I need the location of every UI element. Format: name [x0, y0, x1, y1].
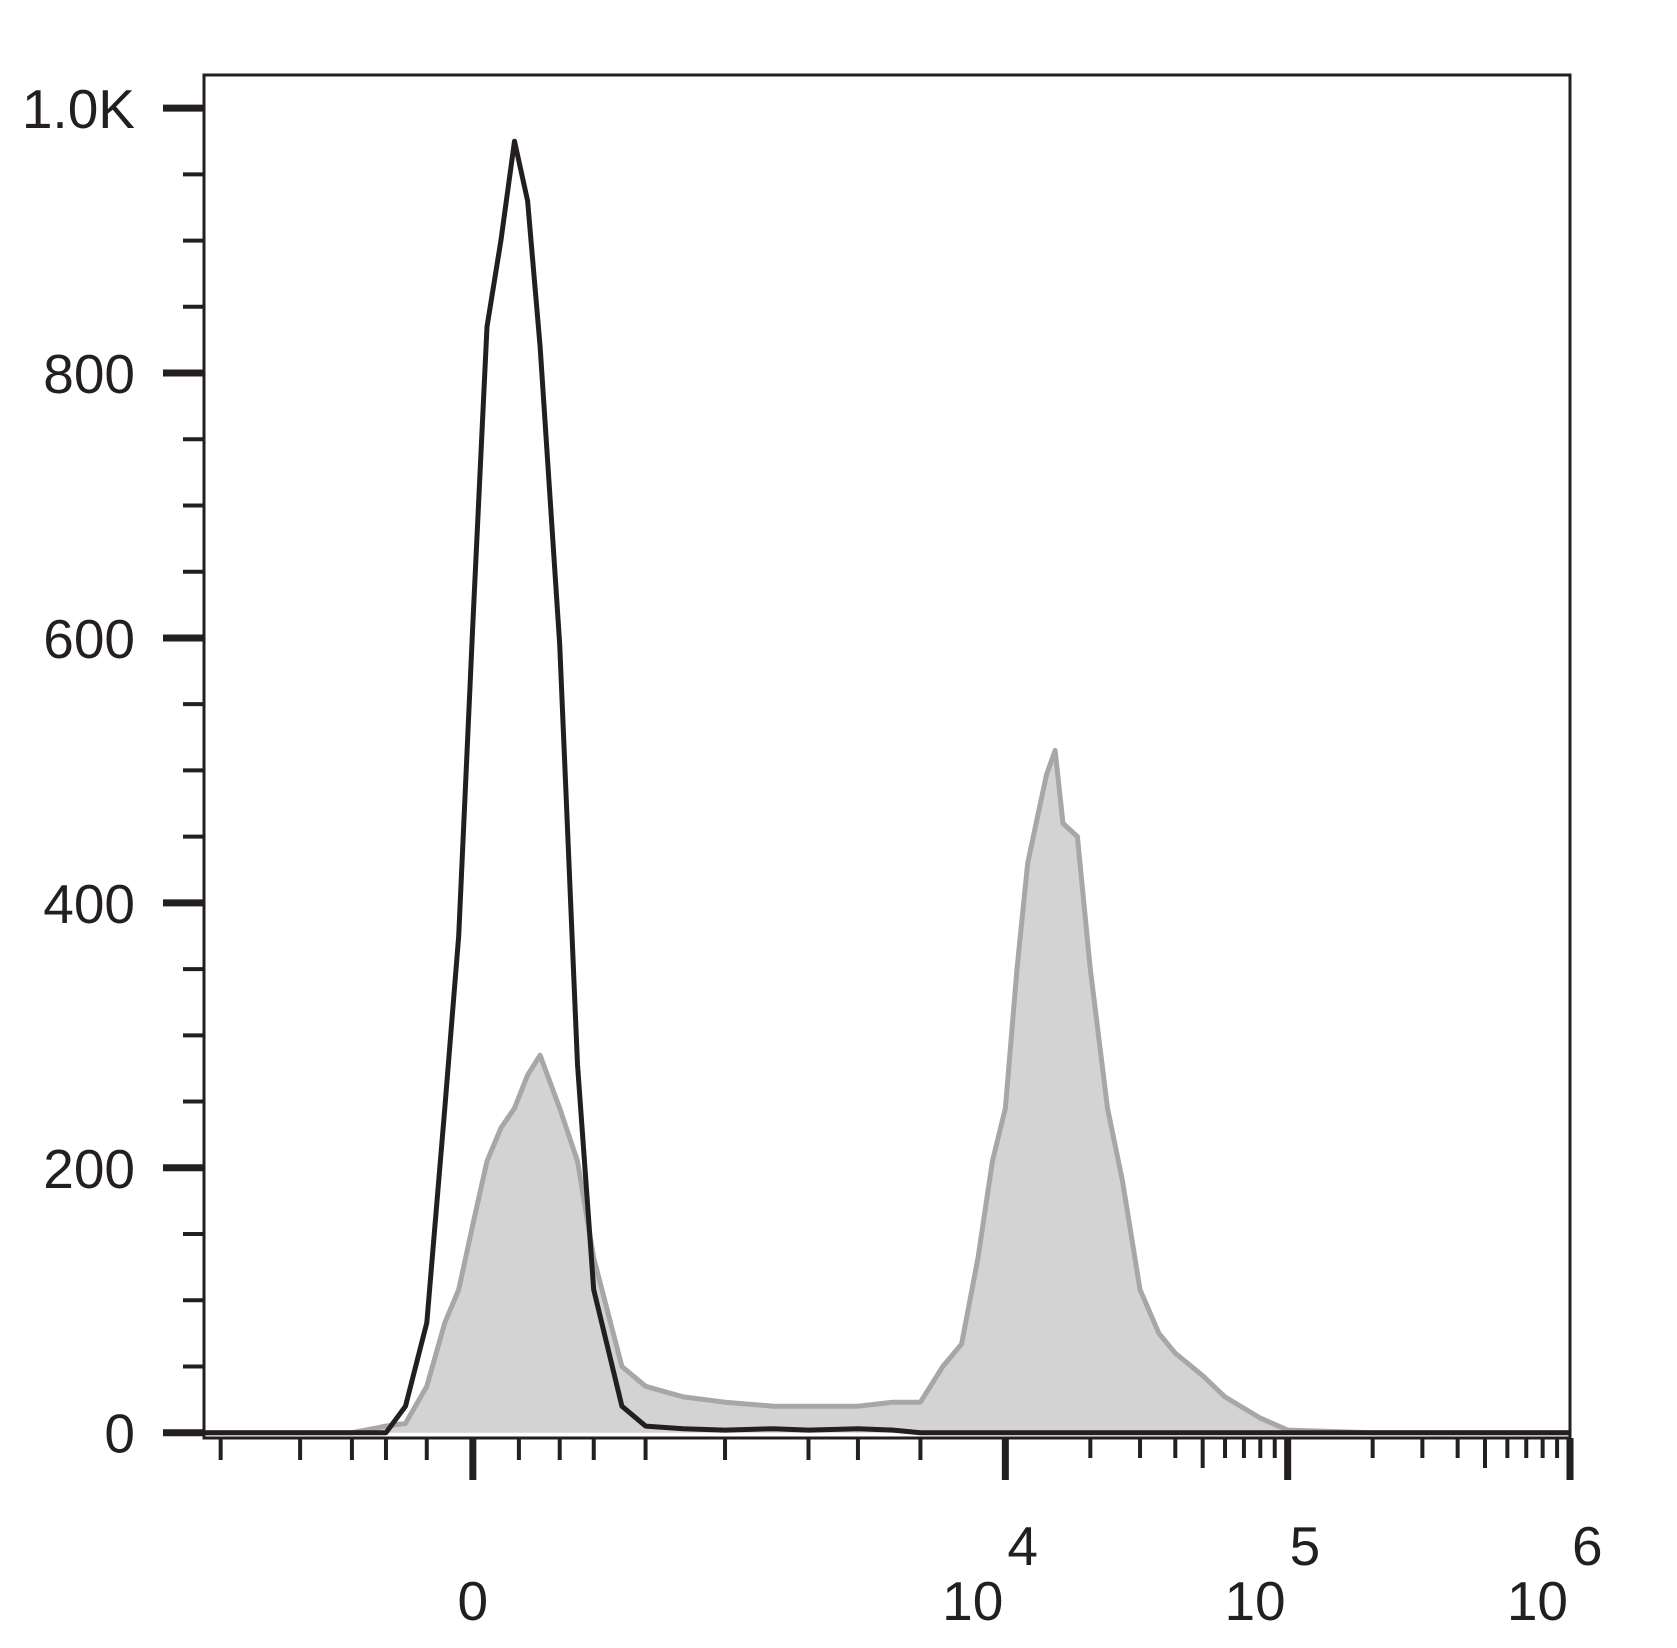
y-tick-label: 200 — [43, 1138, 135, 1200]
x-tick-label: 10 — [942, 1570, 1003, 1632]
x-tick-base: 10 — [942, 1570, 1003, 1632]
x-tick-base: 10 — [1224, 1570, 1285, 1632]
y-tick-label: 0 — [104, 1403, 135, 1465]
y-tick-label: 800 — [43, 343, 135, 405]
x-tick-exponent: 4 — [1007, 1515, 1038, 1577]
plot-frame — [202, 73, 1572, 1440]
x-tick-exponent: 5 — [1290, 1515, 1321, 1577]
histogram-line — [204, 138, 1570, 1436]
x-tick-exponent: 6 — [1572, 1515, 1603, 1577]
y-tick-label: 600 — [43, 608, 135, 670]
histogram-area — [204, 748, 1570, 1436]
y-tick-label: 1.0K — [22, 78, 135, 140]
x-tick-label: 10 — [1224, 1570, 1285, 1632]
x-tick-label: 10 — [1507, 1570, 1568, 1632]
x-tick-base: 10 — [1507, 1570, 1568, 1632]
y-tick-label: 400 — [43, 873, 135, 935]
x-tick-label: 0 — [458, 1570, 489, 1632]
